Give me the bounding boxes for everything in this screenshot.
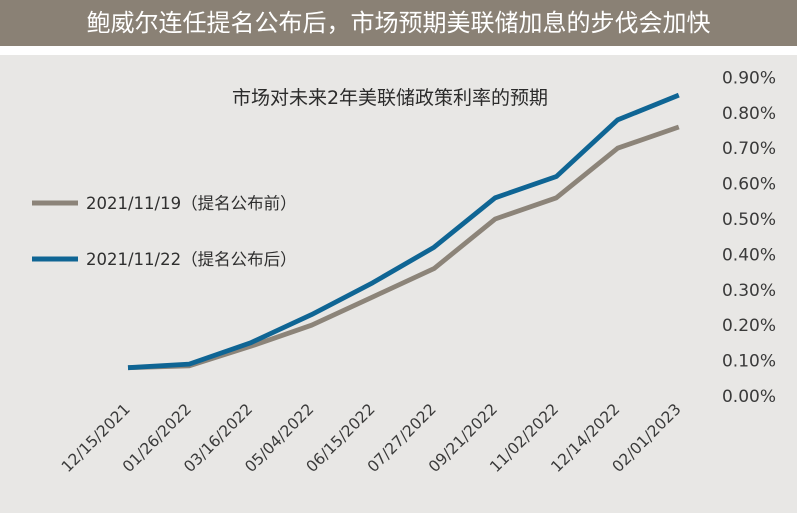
y-tick-label: 0.10% xyxy=(722,352,776,372)
y-tick-label: 0.40% xyxy=(722,245,776,265)
legend: 2021/11/19（提名公布前） 2021/11/22（提名公布后） xyxy=(32,194,297,269)
y-tick-label: 0.70% xyxy=(722,139,776,159)
legend-entry-before: 2021/11/19（提名公布前） xyxy=(32,194,297,213)
series-line-after xyxy=(127,92,680,371)
header-banner xyxy=(0,0,797,46)
y-tick-label: 0.00% xyxy=(722,387,776,407)
y-tick-label: 0.30% xyxy=(722,281,776,301)
y-tick-label: 0.90% xyxy=(722,68,776,88)
y-tick-label: 0.60% xyxy=(722,175,776,195)
legend-entry-after: 2021/11/22（提名公布后） xyxy=(32,250,297,269)
chart-title: 市场对未来2年美联储政策利率的预期 xyxy=(232,87,548,109)
header-title: 鲍威尔连任提名公布后，市场预期美联储加息的步伐会加快 xyxy=(87,9,711,37)
y-tick-label: 0.50% xyxy=(722,210,776,230)
legend-label-before: 2021/11/19（提名公布前） xyxy=(86,194,297,213)
series-lines xyxy=(127,92,680,371)
series-line-before xyxy=(127,124,680,371)
y-tick-label: 0.20% xyxy=(722,316,776,336)
y-axis-ticks: 0.00% 0.10% 0.20% 0.30% 0.40% 0.50% 0.60% 0.70%… xyxy=(722,68,776,407)
y-tick-label: 0.80% xyxy=(722,104,776,124)
legend-label-after: 2021/11/22（提名公布后） xyxy=(86,250,297,269)
